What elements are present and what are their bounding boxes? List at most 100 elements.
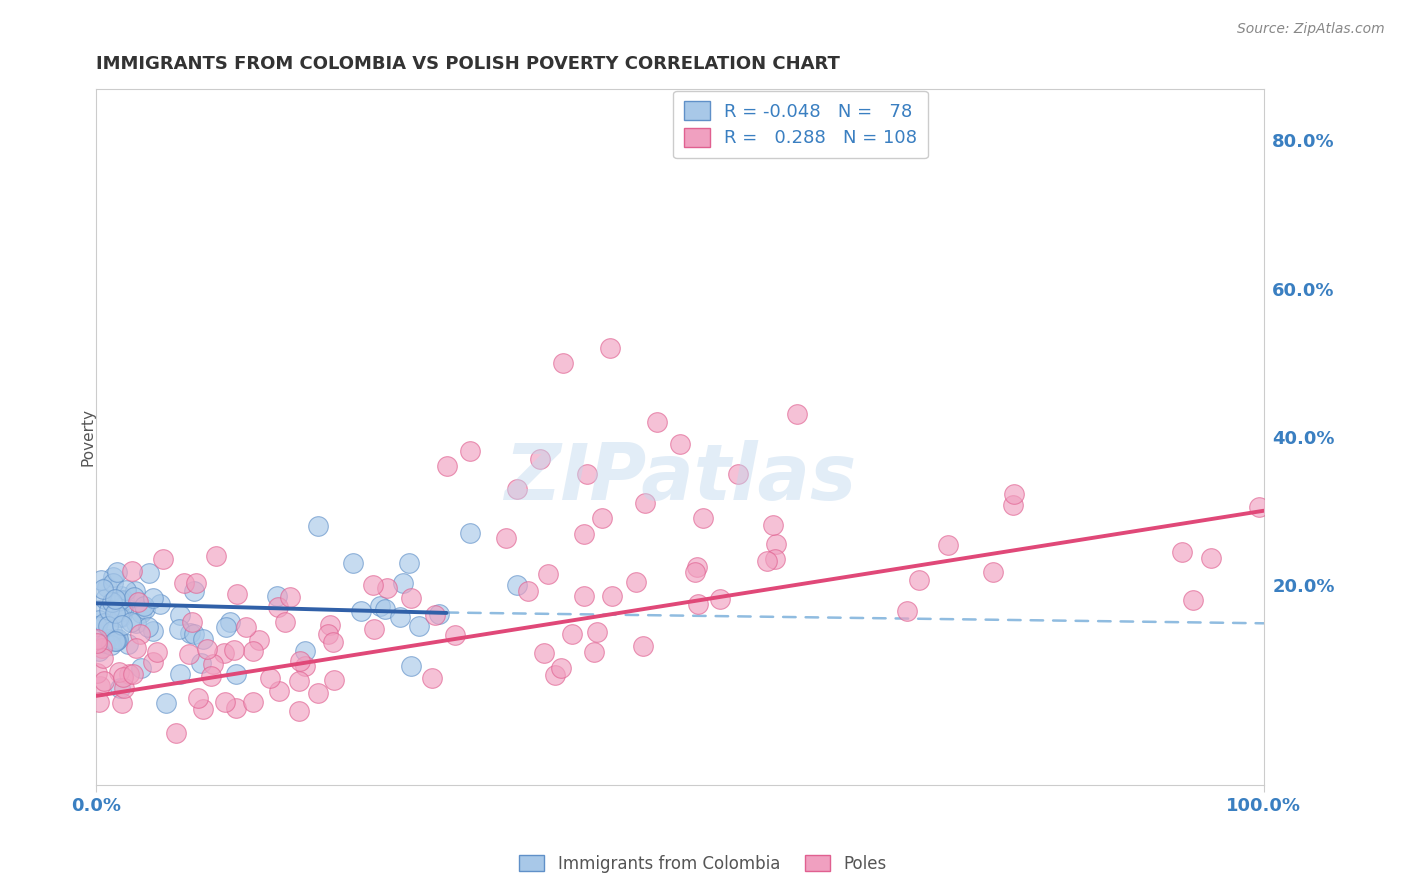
Point — [398, 556, 420, 570]
Point — [436, 459, 458, 474]
Point — [388, 609, 411, 624]
Point — [138, 566, 160, 581]
Point — [505, 578, 527, 592]
Text: IMMIGRANTS FROM COLOMBIA VS POLISH POVERTY CORRELATION CHART: IMMIGRANTS FROM COLOMBIA VS POLISH POVER… — [96, 55, 841, 73]
Point — [191, 702, 214, 716]
Point — [91, 651, 114, 665]
Point — [105, 565, 128, 579]
Point — [87, 602, 110, 616]
Point — [505, 482, 527, 496]
Point — [101, 595, 124, 609]
Point — [458, 444, 481, 458]
Point — [756, 554, 779, 568]
Point — [101, 624, 124, 638]
Point — [266, 589, 288, 603]
Point — [183, 584, 205, 599]
Point — [586, 625, 609, 640]
Point — [1001, 498, 1024, 512]
Point — [105, 633, 128, 648]
Point — [142, 591, 165, 605]
Point — [375, 581, 398, 595]
Point — [125, 640, 148, 655]
Point — [98, 603, 121, 617]
Point — [104, 634, 127, 648]
Point — [90, 574, 112, 588]
Point — [288, 704, 311, 718]
Point — [183, 626, 205, 640]
Point — [686, 598, 709, 612]
Point — [634, 496, 657, 510]
Point — [1171, 545, 1194, 559]
Point — [152, 551, 174, 566]
Point — [101, 570, 124, 584]
Point — [553, 356, 575, 370]
Point — [323, 673, 346, 687]
Point — [786, 408, 808, 422]
Point — [124, 584, 146, 599]
Point — [117, 637, 139, 651]
Point — [225, 587, 247, 601]
Point — [87, 644, 110, 658]
Point — [136, 619, 159, 633]
Point — [169, 608, 191, 623]
Point — [155, 696, 177, 710]
Point — [111, 617, 134, 632]
Legend: Immigrants from Colombia, Poles: Immigrants from Colombia, Poles — [513, 848, 893, 880]
Point — [214, 646, 236, 660]
Text: ZIPatlas: ZIPatlas — [503, 441, 856, 516]
Point — [165, 726, 187, 740]
Point — [342, 556, 364, 570]
Point — [392, 576, 415, 591]
Point — [121, 615, 143, 629]
Point — [121, 564, 143, 578]
Point — [572, 589, 595, 603]
Point — [582, 645, 605, 659]
Point — [149, 597, 172, 611]
Point — [177, 648, 200, 662]
Point — [762, 517, 785, 532]
Point — [97, 632, 120, 647]
Point — [94, 592, 117, 607]
Point — [443, 628, 465, 642]
Point — [1181, 593, 1204, 607]
Point — [122, 667, 145, 681]
Legend: R = -0.048   N =   78, R =   0.288   N = 108: R = -0.048 N = 78, R = 0.288 N = 108 — [673, 91, 928, 158]
Point — [247, 632, 270, 647]
Point — [550, 660, 572, 674]
Point — [370, 599, 392, 614]
Point — [86, 665, 108, 680]
Point — [89, 679, 111, 693]
Point — [401, 591, 423, 606]
Point — [191, 632, 214, 647]
Point — [100, 638, 122, 652]
Point — [225, 666, 247, 681]
Point — [322, 635, 344, 649]
Point — [142, 624, 165, 639]
Point — [167, 623, 190, 637]
Point — [87, 613, 110, 627]
Point — [112, 593, 135, 607]
Point — [129, 660, 152, 674]
Point — [224, 643, 246, 657]
Point — [274, 615, 297, 630]
Point — [104, 633, 127, 648]
Point — [122, 590, 145, 604]
Point — [115, 582, 138, 597]
Point — [142, 655, 165, 669]
Point — [294, 644, 316, 658]
Point — [363, 622, 385, 636]
Point — [425, 608, 447, 623]
Point — [93, 615, 115, 630]
Point — [908, 573, 931, 587]
Point — [561, 627, 583, 641]
Text: Source: ZipAtlas.com: Source: ZipAtlas.com — [1237, 22, 1385, 37]
Point — [112, 604, 135, 618]
Point — [127, 595, 149, 609]
Point — [90, 641, 112, 656]
Point — [408, 619, 430, 633]
Point — [259, 671, 281, 685]
Point — [307, 518, 329, 533]
Point — [645, 415, 668, 429]
Point — [936, 537, 959, 551]
Point — [214, 695, 236, 709]
